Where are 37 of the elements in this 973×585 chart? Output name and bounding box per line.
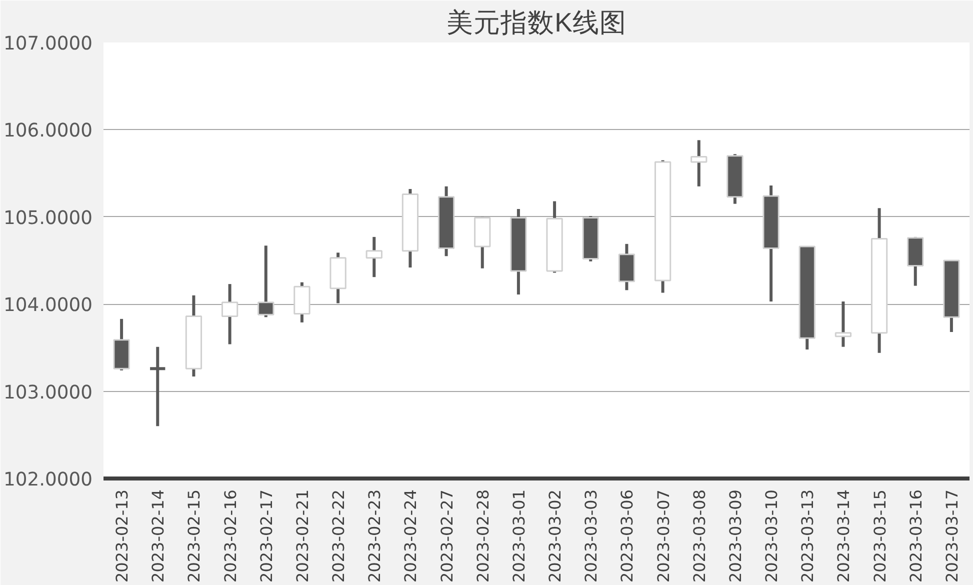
chart-title: 美元指数K线图 xyxy=(446,8,626,38)
x-tick-label: 2023-02-27 xyxy=(437,490,456,582)
x-tick-label: 2023-03-09 xyxy=(726,490,745,582)
x-tick-label: 2023-02-23 xyxy=(365,490,384,582)
y-tick-label: 102.0000 xyxy=(3,470,93,490)
candlestick xyxy=(150,346,166,426)
x-tick-label: 2023-02-15 xyxy=(184,490,204,582)
x-tick-label: 2023-03-01 xyxy=(509,490,528,582)
x-tick-label: 2023-02-16 xyxy=(220,490,240,582)
x-tick-label: 2023-03-14 xyxy=(834,490,854,582)
x-tick-label: 2023-03-10 xyxy=(762,490,782,582)
candlestick xyxy=(258,246,274,318)
x-tick-label: 2023-02-24 xyxy=(401,490,420,582)
x-tick-label: 2023-03-02 xyxy=(546,490,565,582)
x-tick-label: 2023-03-03 xyxy=(582,490,601,582)
x-tick-label: 2023-02-21 xyxy=(292,490,312,582)
x-tick-label: 2023-03-13 xyxy=(798,490,818,582)
candlestick xyxy=(690,140,708,186)
y-tick-label: 106.0000 xyxy=(3,120,93,142)
y-tick-label: 103.0000 xyxy=(3,382,93,404)
x-tick-label: 2023-02-17 xyxy=(256,490,276,582)
x-tick-label: 2023-02-14 xyxy=(148,490,168,582)
x-tick-label: 2023-02-28 xyxy=(473,490,492,582)
x-tick-label: 2023-03-06 xyxy=(618,490,637,582)
candlestick xyxy=(221,284,238,344)
x-tick-label: 2023-03-08 xyxy=(690,490,709,582)
candlestick xyxy=(834,301,852,347)
x-tick-label: 2023-03-16 xyxy=(906,490,926,582)
x-tick-label: 2023-03-17 xyxy=(942,490,962,582)
y-tick-label: 105.0000 xyxy=(3,208,93,229)
y-tick-label: 104.0000 xyxy=(3,295,93,316)
x-tick-label: 2023-02-22 xyxy=(329,490,348,582)
x-tick-label: 2023-03-15 xyxy=(870,490,890,582)
x-tick-label: 2023-02-13 xyxy=(112,490,132,582)
y-tick-label: 107.0000 xyxy=(3,34,93,54)
x-tick-label: 2023-03-07 xyxy=(654,490,673,582)
candlestick xyxy=(366,236,382,278)
